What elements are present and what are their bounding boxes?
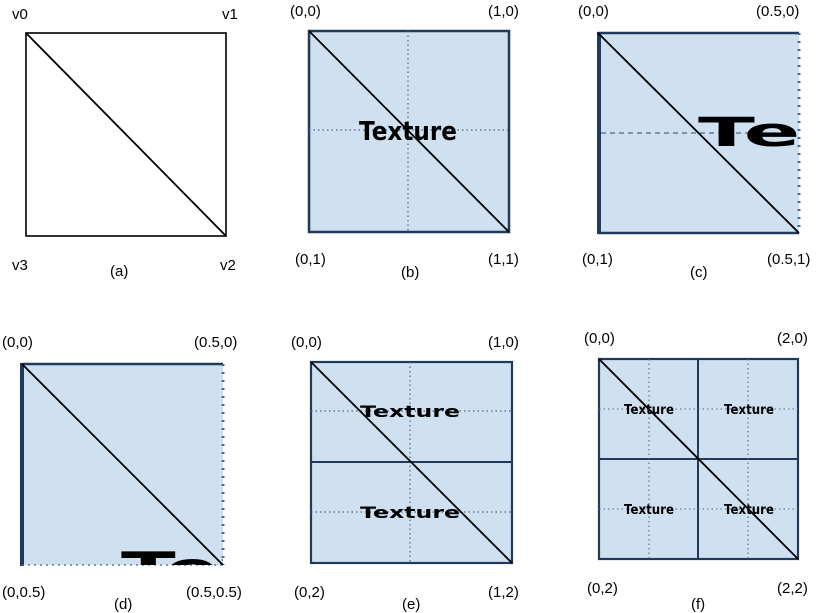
panel-b-coord-br: (1,1) bbox=[488, 251, 519, 268]
panel-d-frame-left bbox=[20, 363, 24, 566]
panel-c-caption: (c) bbox=[690, 264, 708, 281]
panel-d-coord-bl: (0,0.5) bbox=[2, 584, 45, 601]
panel-b-diagonal bbox=[308, 30, 510, 233]
vertex-label-v0: v0 bbox=[12, 6, 28, 23]
panel-e: Texture Texture (0,0) (1,0) (0,2) (1,2) … bbox=[291, 334, 519, 613]
panel-f-coord-tr: (2,0) bbox=[777, 330, 808, 347]
panel-e-caption: (e) bbox=[402, 596, 420, 613]
panel-a: v0 v1 v3 v2 (a) bbox=[12, 6, 238, 280]
panel-f-texture-label-bl: Texture bbox=[624, 503, 674, 518]
panel-a-caption: (a) bbox=[110, 263, 128, 280]
panel-d-texture-label: Tex bbox=[121, 542, 271, 596]
panel-f-coord-tl: (0,0) bbox=[584, 330, 615, 347]
panel-f-texture-label-tr: Texture bbox=[724, 403, 774, 418]
panel-f: Texture Texture Texture Texture (0,0) (2… bbox=[584, 330, 808, 613]
panel-b-coord-tr: (1,0) bbox=[488, 3, 519, 20]
panel-d: Tex (0,0) (0.5,0) (0,0.5) (0.5,0.5) (d) bbox=[2, 334, 271, 613]
panel-c-coord-tl: (0,0) bbox=[578, 3, 609, 20]
panel-d-coord-tl: (0,0) bbox=[2, 334, 33, 351]
panel-d-coord-br: (0.5,0.5) bbox=[186, 584, 242, 601]
panel-b-texture-label: Texture bbox=[359, 117, 457, 147]
panel-c-diagonal bbox=[597, 32, 800, 234]
panel-e-texture-label-bottom: Texture bbox=[360, 503, 460, 522]
vertex-label-v1: v1 bbox=[222, 6, 238, 23]
panel-e-texture-label-top: Texture bbox=[360, 402, 460, 421]
panel-b-caption: (b) bbox=[401, 264, 419, 281]
panel-e-coord-tl: (0,0) bbox=[291, 334, 322, 351]
vertex-label-v3: v3 bbox=[12, 257, 28, 274]
panel-d-coord-tr: (0.5,0) bbox=[194, 334, 237, 351]
panel-f-caption: (f) bbox=[691, 596, 705, 613]
vertex-label-v2: v2 bbox=[220, 257, 236, 274]
panel-e-coord-bl: (0,2) bbox=[294, 584, 325, 601]
panel-a-diagonal bbox=[25, 32, 227, 237]
panel-e-diagonal bbox=[310, 361, 513, 564]
panel-e-coord-tr: (1,0) bbox=[488, 334, 519, 351]
panel-f-diagonal bbox=[598, 358, 799, 560]
panel-e-coord-br: (1,2) bbox=[488, 584, 519, 601]
panel-c-coord-br: (0.5,1) bbox=[767, 251, 810, 268]
panel-d-diagonal bbox=[21, 363, 224, 566]
panel-c-texture-label: Text bbox=[698, 110, 821, 156]
panel-c-coord-bl: (0,1) bbox=[582, 251, 613, 268]
panel-f-coord-br: (2,2) bbox=[777, 580, 808, 597]
panel-d-caption: (d) bbox=[114, 596, 132, 613]
panel-b-coord-bl: (0,1) bbox=[295, 251, 326, 268]
panel-c: Text (0,0) (0.5,0) (0,1) (0.5,1) (c) bbox=[578, 3, 821, 281]
panel-c-coord-tr: (0.5,0) bbox=[756, 3, 799, 20]
panel-f-coord-bl: (0,2) bbox=[587, 580, 618, 597]
panel-c-frame-left bbox=[597, 32, 601, 234]
panel-b: Texture (0,0) (1,0) (0,1) (1,1) (b) bbox=[290, 3, 519, 281]
panel-b-coord-tl: (0,0) bbox=[290, 3, 321, 20]
